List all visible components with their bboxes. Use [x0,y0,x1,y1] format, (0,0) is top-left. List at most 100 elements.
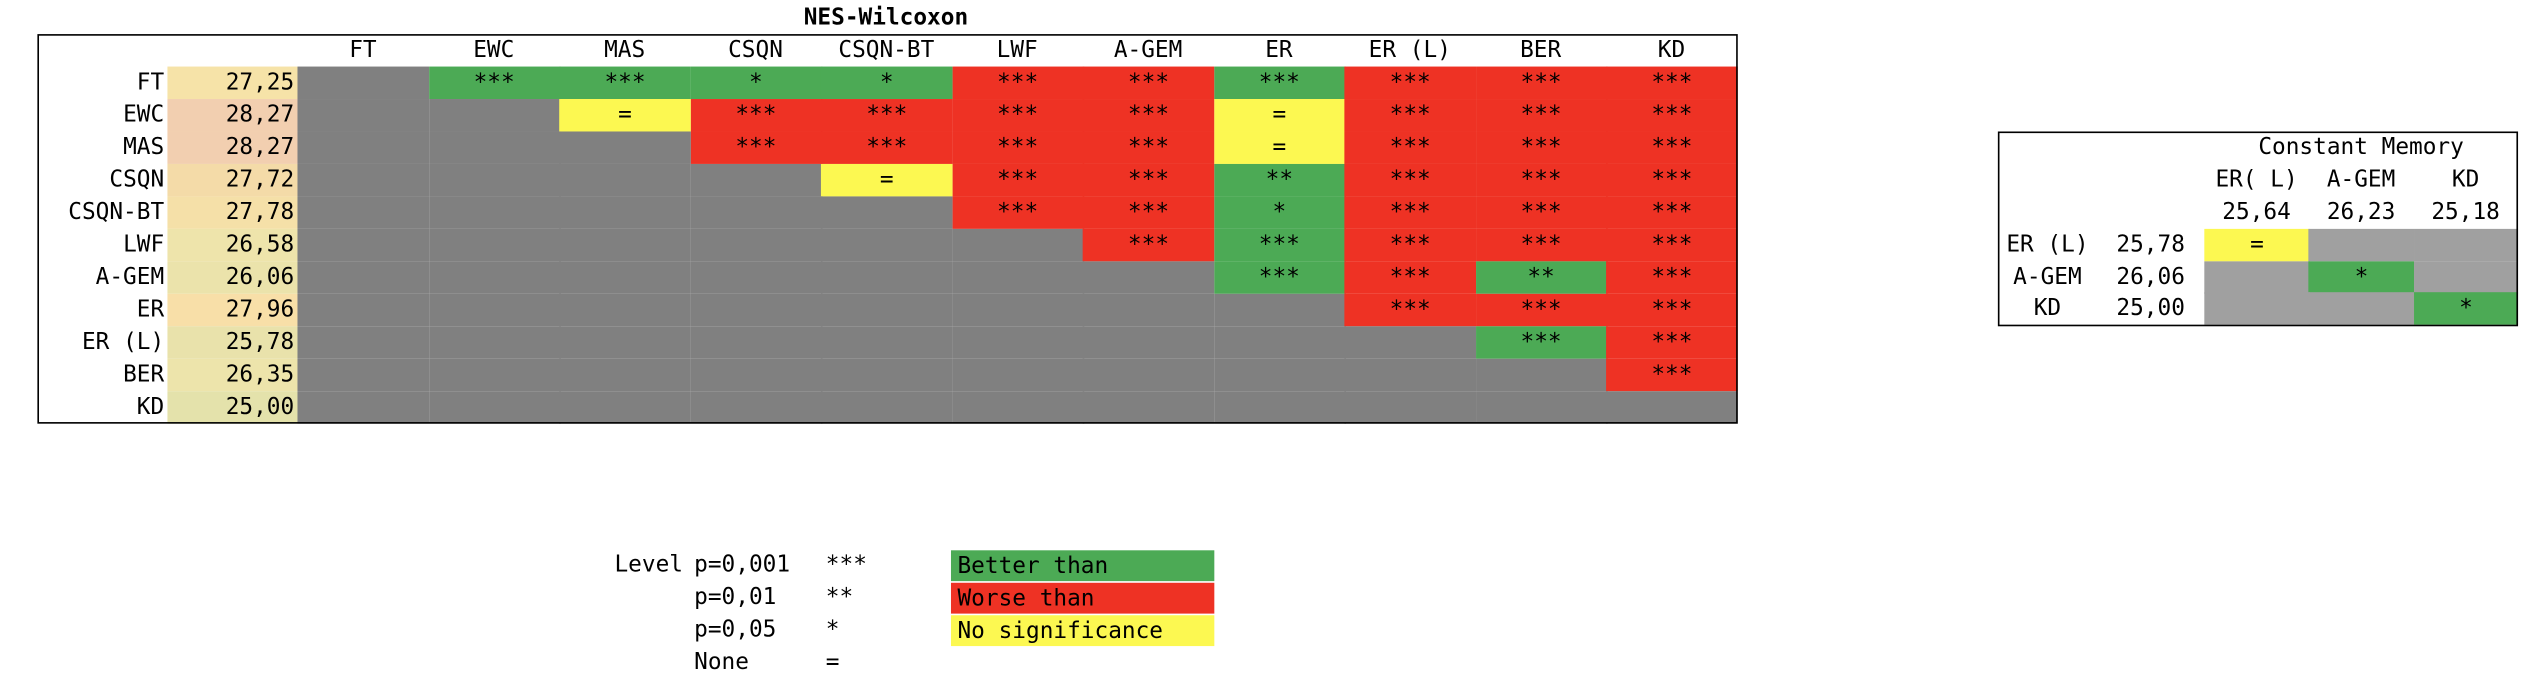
column-header: ER [1265,36,1293,63]
significance-cell [297,131,430,165]
column-header: CSQN [728,36,783,63]
significance-cell: *** [951,66,1084,100]
significance-cell [690,196,822,230]
significance-cell [2204,260,2310,294]
row-label: A-GEM [2013,263,2082,290]
significance-cell [297,196,430,230]
significance-cell [2204,292,2310,326]
row-mean-value: 25,78 [167,326,298,359]
significance-cell [1344,391,1477,425]
significance-cell [1213,358,1346,392]
significance-cell: *** [1606,163,1738,197]
significance-cell: *** [1213,66,1346,100]
row-label: CSQN [109,167,165,194]
significance-cell [951,228,1084,262]
significance-cell [951,358,1084,392]
row-label: ER (L) [2006,231,2089,258]
significance-cell [1344,326,1477,360]
significance-cell: *** [428,66,561,100]
significance-cell: *** [1475,293,1607,327]
legend-level-label: Level [614,551,684,578]
significance-cell: *** [951,163,1084,197]
significance-cell: = [559,99,691,132]
constant-memory-title: Constant Memory [2258,134,2464,161]
significance-cell: *** [1606,196,1738,230]
significance-cell [559,261,691,295]
significance-cell [1082,391,1215,425]
significance-cell: * [2413,292,2519,326]
significance-cell: * [690,66,822,100]
significance-cell: *** [1606,293,1738,327]
significance-cell: *** [1475,131,1607,165]
row-label: KD [136,394,165,421]
column-header: FT [349,36,377,63]
significance-cell [428,293,561,327]
row-mean-value: 27,78 [167,196,298,229]
significance-cell [820,391,953,425]
significance-cell: = [820,163,953,197]
significance-cell: *** [1344,293,1477,327]
column-header: KD [2451,167,2480,194]
significance-cell [2308,228,2415,262]
significance-cell: *** [1475,99,1607,132]
significance-cell [1475,358,1607,392]
significance-cell [1213,326,1346,360]
row-mean-value: 27,96 [167,293,298,327]
significance-cell [297,326,430,360]
significance-cell: * [820,66,953,100]
significance-cell: *** [820,131,953,165]
legend-symbol: *** [825,551,867,578]
legend-p-value: p=0,001 [694,551,791,578]
significance-cell: *** [1344,196,1477,230]
significance-cell [428,99,561,132]
significance-cell: *** [820,99,953,132]
significance-cell: *** [1082,131,1215,165]
significance-cell [2308,292,2415,326]
column-header: KD [1657,36,1686,63]
significance-cell [1606,391,1738,425]
significance-cell [690,326,822,360]
significance-cell: *** [951,131,1084,165]
row-label: A-GEM [95,264,165,291]
significance-cell [820,228,953,262]
row-label: KD [2033,295,2062,322]
legend-symbol: * [825,616,840,643]
significance-cell [559,163,691,197]
significance-cell: *** [1475,326,1607,360]
significance-cell [820,196,953,230]
significance-cell [1213,293,1346,327]
row-mean-value: 26,35 [167,358,298,392]
significance-cell [297,293,430,327]
significance-cell [690,293,822,327]
row-mean-value: 25,00 [2116,295,2185,322]
significance-cell [690,163,822,197]
significance-cell [559,228,691,262]
significance-cell: *** [1082,99,1215,132]
row-label: LWF [123,232,165,259]
significance-cell [428,228,561,262]
column-header: A-GEM [1113,36,1183,63]
significance-cell [820,326,953,360]
legend-color-swatch: No significance [950,615,1215,647]
row-mean-value: 28,27 [167,131,298,164]
significance-cell: *** [1606,66,1738,100]
significance-cell: *** [690,99,822,132]
significance-cell: *** [951,196,1084,230]
significance-cell [820,358,953,392]
row-mean-value: 25,78 [2116,231,2185,258]
significance-cell: *** [1344,163,1477,197]
row-label: FT [136,69,165,96]
main-table-title: NES-Wilcoxon [803,4,969,31]
legend-symbol: ** [825,584,854,611]
significance-cell: *** [1082,196,1215,230]
significance-cell: * [1213,196,1346,230]
significance-cell [297,163,430,197]
significance-cell [690,228,822,262]
significance-cell [690,391,822,425]
significance-cell: *** [1344,66,1477,100]
significance-cell: *** [1344,99,1477,132]
significance-cell: *** [1606,326,1738,360]
significance-cell [1213,391,1346,425]
column-header: ER (L) [1368,36,1451,63]
significance-cell [297,358,430,392]
